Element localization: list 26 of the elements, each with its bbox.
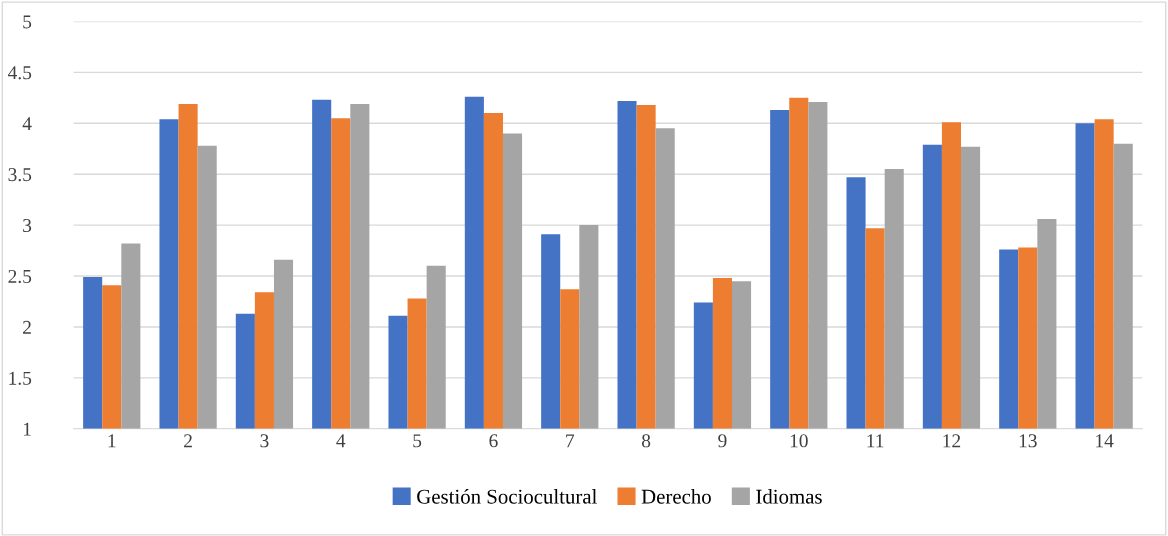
y-tick-label: 5 [23,15,32,29]
y-tick-label: 2.5 [8,269,32,284]
x-tick-label: 14 [1096,434,1114,448]
legend-label: Derecho [641,489,711,504]
x-tick-label: 2 [184,434,192,448]
x-tick-label: 5 [413,434,422,448]
y-tick-label: 1 [23,422,31,436]
legend-label: Gestión Sociocultural [417,489,597,504]
x-tick-label: 1 [108,434,116,448]
y-tick-label: 4.5 [7,66,32,80]
legend-label: Idiomas [756,489,822,504]
x-tick-label: 4 [336,434,346,448]
x-tick-label: 12 [943,434,961,448]
y-tick-label: 4 [22,117,32,131]
y-tick-label: 1.5 [9,371,32,385]
x-tick-label: 3 [260,434,269,448]
x-tick-label: 6 [489,434,498,448]
x-tick-label: 7 [566,434,575,448]
x-tick-label: 11 [867,434,884,448]
x-tick-label: 13 [1019,434,1037,448]
y-tick-label: 2 [23,320,31,334]
y-tick-label: 3.5 [8,168,32,182]
x-tick-label: 9 [718,434,727,448]
y-tick-label: 3 [23,218,32,233]
x-tick-label: 8 [641,434,651,448]
x-tick-label: 10 [790,434,808,448]
